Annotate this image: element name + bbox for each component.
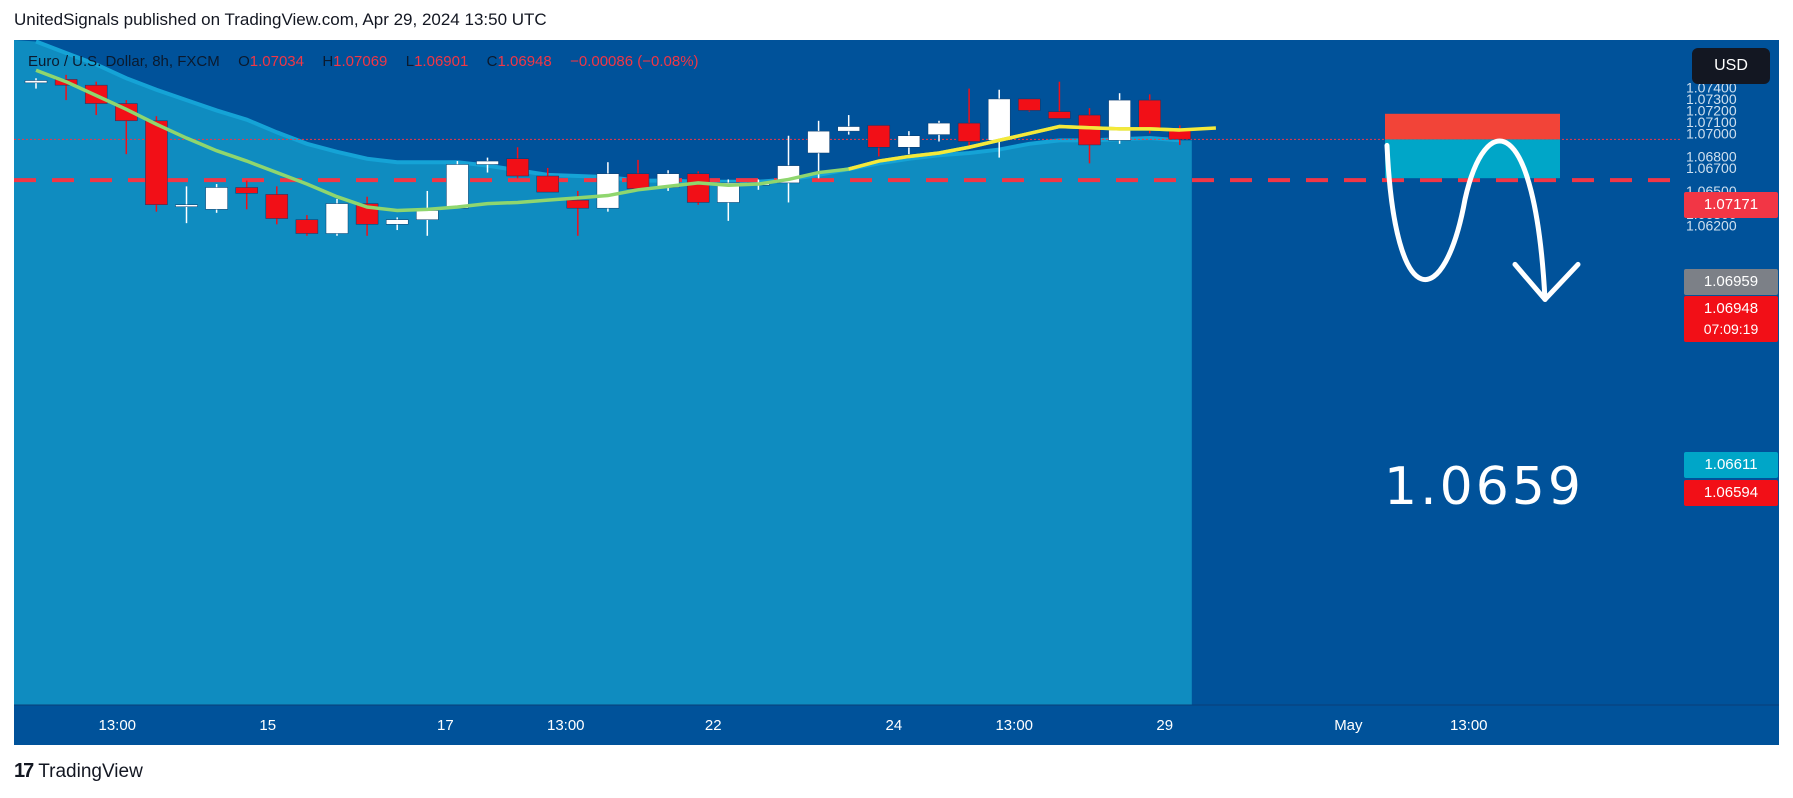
candle-body	[957, 122, 981, 142]
candle-body	[145, 120, 168, 205]
candle-body	[1078, 114, 1101, 146]
high-label: H	[322, 53, 334, 70]
candle-body	[24, 80, 48, 84]
bid-price-tag: 1.06959	[1684, 269, 1778, 295]
tradingview-logo[interactable]: 17 TradingView	[14, 760, 143, 783]
low-value: 1.06901	[414, 53, 469, 70]
candle-body	[325, 203, 349, 234]
target-zone-price-tag: 1.06611	[1684, 452, 1778, 478]
time-tick-label: 22	[705, 717, 722, 734]
candle-body	[1108, 99, 1131, 141]
candle-bodies	[24, 79, 1192, 234]
bar-countdown: 07:09:19	[1703, 321, 1759, 337]
high-value: 1.07069	[333, 53, 388, 70]
last-price-value: 1.06948	[1703, 300, 1759, 317]
time-tick-label: 13:00	[547, 717, 585, 734]
change-value: −0.00086 (−0.08%)	[570, 53, 699, 70]
candle-body	[867, 125, 891, 148]
candle-body	[686, 173, 710, 203]
stop-loss-zone	[1385, 113, 1560, 140]
time-tick-label: 13:00	[995, 717, 1033, 734]
target-price-annotation: 1.0659	[1384, 457, 1584, 517]
candle-body	[987, 98, 1011, 141]
time-tick-label: 29	[1156, 717, 1173, 734]
symbol-legend: Euro / U.S. Dollar, 8h, FXCM O1.07034 H1…	[28, 53, 699, 70]
candle-body	[717, 182, 740, 203]
open-value: 1.07034	[249, 53, 304, 70]
candle-body	[416, 210, 439, 220]
yellow-moving-average	[848, 124, 1216, 171]
tradingview-mark-icon: 17	[14, 760, 34, 782]
candle-body	[626, 173, 650, 189]
candle-body	[1018, 98, 1041, 111]
projected-path-arrow	[1384, 138, 1548, 302]
short-position-tool[interactable]	[1384, 113, 1581, 302]
price-tick-label: 1.07100	[1686, 114, 1737, 130]
price-tick-label: 1.07200	[1686, 102, 1737, 118]
time-tick-label: 17	[437, 717, 454, 734]
price-tick-label: 1.06200	[1686, 217, 1737, 233]
time-tick-label: 24	[886, 717, 903, 734]
candle-body	[927, 122, 951, 135]
candle-body	[506, 158, 529, 177]
candle-body	[1138, 99, 1161, 130]
moving-averages	[35, 68, 1216, 213]
level-price-tag: 1.06594	[1684, 480, 1778, 506]
close-label: C	[486, 53, 498, 70]
price-tick-label: 1.07000	[1686, 125, 1737, 141]
stop-price-tag: 1.07171	[1684, 192, 1778, 218]
candle-body	[265, 194, 289, 219]
candle-body	[807, 130, 830, 154]
candle-body	[476, 160, 499, 165]
close-value: 1.06948	[497, 53, 552, 70]
low-label: L	[405, 53, 415, 70]
last-price-tag: 1.06948 07:09:19	[1684, 296, 1778, 342]
time-axis-bg	[14, 705, 1779, 745]
candle-body	[897, 135, 921, 148]
published-by-line: UnitedSignals published on TradingView.c…	[14, 10, 547, 29]
candle-body	[837, 126, 860, 132]
time-tick-label: 15	[259, 717, 276, 734]
candle-body	[295, 219, 319, 234]
candle-body	[596, 173, 620, 209]
tradingview-logo-text: TradingView	[38, 760, 143, 782]
candle-body	[536, 175, 559, 193]
chart-area[interactable]: 1.07400 1.07300 1.07200 1.07100 1.07000 1.068…	[14, 40, 1779, 745]
candle-body	[235, 187, 258, 194]
currency-button[interactable]: USD	[1692, 48, 1770, 84]
open-label: O	[238, 53, 250, 70]
arrow-head-icon	[1512, 261, 1581, 302]
symbol-name[interactable]: Euro / U.S. Dollar, 8h, FXCM	[28, 53, 220, 70]
candle-body	[385, 219, 409, 225]
time-tick-label: 13:00	[1450, 717, 1488, 734]
candle-body	[566, 199, 590, 209]
candle-body	[175, 204, 198, 207]
price-chart[interactable]: 1.074001.073001.072001.071001.070001.068…	[14, 40, 1779, 745]
candle-body	[446, 164, 469, 209]
candle-body	[1048, 111, 1071, 119]
price-tick-label: 1.06800	[1686, 148, 1737, 164]
price-tick-label: 1.07300	[1686, 91, 1737, 107]
time-tick-label: May	[1334, 717, 1363, 734]
axes: 1.074001.073001.072001.071001.070001.068…	[14, 79, 1779, 745]
cloud-area	[14, 40, 1192, 705]
candle-body	[205, 187, 228, 210]
price-tick-label: 1.06700	[1686, 160, 1737, 176]
time-tick-label: 13:00	[98, 717, 136, 734]
